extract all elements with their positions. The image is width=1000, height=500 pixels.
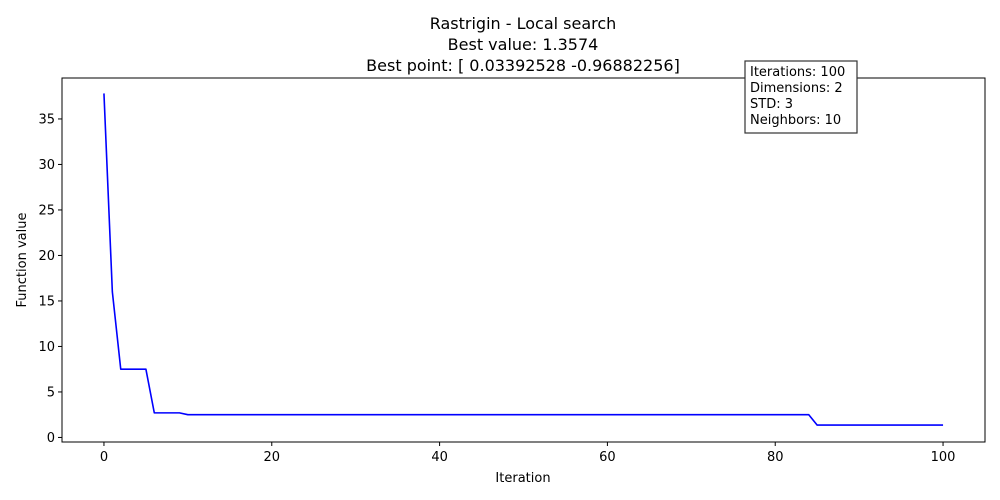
info-iterations: Iterations: 100	[750, 65, 845, 80]
title-line-1: Rastrigin - Local search	[430, 14, 617, 33]
x-axis-ticks: 0 20 40 60 80 100	[100, 442, 956, 465]
chart-title: Rastrigin - Local search Best value: 1.3…	[366, 14, 680, 75]
title-line-3: Best point: [ 0.03392528 -0.96882256]	[366, 56, 680, 75]
x-tick-label: 0	[100, 450, 108, 465]
series-line	[103, 93, 944, 426]
y-tick-label: 30	[38, 158, 55, 173]
info-std: STD: 3	[750, 97, 793, 112]
x-tick-label: 20	[263, 450, 280, 465]
y-axis-ticks: 0 5 10 15 20 25 30 35	[38, 112, 62, 446]
y-tick-label: 35	[38, 112, 55, 127]
x-tick-label: 80	[767, 450, 784, 465]
y-tick-label: 15	[38, 294, 55, 309]
x-tick-label: 60	[599, 450, 616, 465]
info-box-frame	[744, 60, 858, 134]
info-box: Iterations: 100 Dimensions: 2 STD: 3 Nei…	[744, 60, 858, 134]
plot-area	[62, 78, 985, 442]
y-tick-label: 0	[47, 431, 55, 446]
y-tick-label: 10	[38, 340, 55, 355]
title-line-2: Best value: 1.3574	[448, 35, 599, 54]
x-tick-label: 100	[931, 450, 956, 465]
plot-frame	[61, 77, 986, 443]
x-axis-label: Iteration	[495, 471, 550, 486]
y-tick-label: 5	[47, 385, 55, 400]
series-layer	[103, 93, 944, 426]
info-dimensions: Dimensions: 2	[750, 81, 843, 96]
y-axis-label: Function value	[15, 213, 30, 308]
y-tick-label: 20	[38, 249, 55, 264]
info-neighbors: Neighbors: 10	[750, 113, 841, 128]
y-tick-label: 25	[38, 203, 55, 218]
x-tick-label: 40	[431, 450, 448, 465]
